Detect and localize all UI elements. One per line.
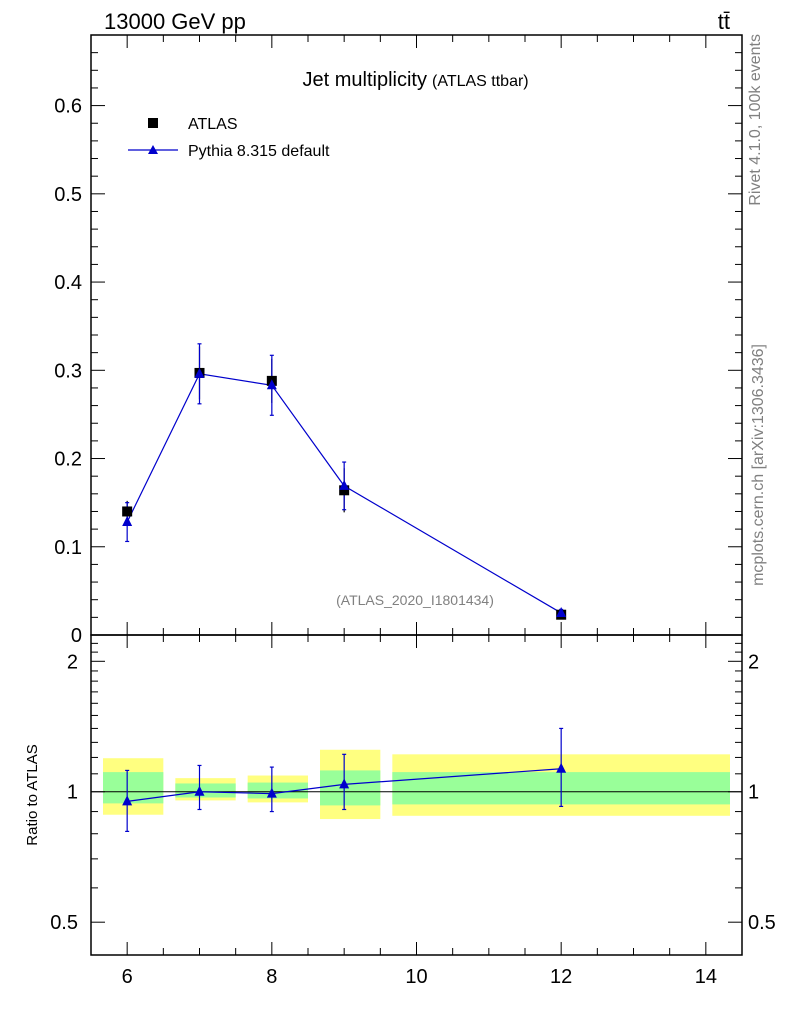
y-tick-label: 0.4 [54, 272, 82, 294]
rivet-label: Rivet 4.1.0, 100k events [747, 34, 764, 206]
y-tick-label: 0.6 [54, 96, 82, 118]
atlas-point [122, 506, 133, 517]
atlas-point [339, 485, 350, 496]
ratio-band-inner [175, 783, 236, 798]
ratio-band-inner [103, 772, 164, 804]
process-label: tt̄ [718, 9, 730, 34]
ratio-band-inner [247, 782, 308, 799]
legend-atlas-label: ATLAS [188, 116, 238, 133]
legend: ATLAS Pythia 8.315 default [128, 116, 330, 160]
x-tick-label: 8 [266, 966, 277, 988]
y-tick-label: 0.5 [54, 184, 82, 206]
x-tick-label: 10 [405, 966, 427, 988]
y-tick-label: 2 [67, 651, 78, 673]
energy-label: 13000 GeV pp [104, 9, 246, 34]
ratio-mc-point [556, 762, 567, 773]
y-tick-label: 1 [67, 782, 78, 804]
pythia-point [194, 367, 205, 378]
mcplots-label: mcplots.cern.ch [arXiv:1306.3436] [750, 344, 767, 586]
legend-pythia-label: Pythia 8.315 default [188, 143, 330, 160]
pythia-point [339, 479, 350, 490]
y-tick-label: 0.2 [54, 449, 82, 471]
ratio-band-inner [320, 770, 381, 806]
x-tick-label: 14 [695, 966, 717, 988]
y-tick-label: 0 [71, 625, 82, 647]
ratio-mc-point [122, 795, 133, 806]
legend-pythia-marker [148, 145, 158, 154]
ratio-mc-point [339, 778, 350, 789]
pythia-point [266, 379, 277, 390]
chart-subtitle: (ATLAS ttbar) [432, 73, 529, 90]
y-tick-label-right: 1 [748, 782, 759, 804]
analysis-watermark: (ATLAS_2020_I1801434) [336, 592, 494, 608]
ratio-y-label: Ratio to ATLAS [24, 744, 41, 845]
legend-atlas-marker [148, 118, 158, 128]
ratio-mc-point [194, 785, 205, 796]
y-tick-label: 0.3 [54, 360, 82, 382]
pythia-point [556, 606, 567, 617]
x-tick-label: 12 [550, 966, 572, 988]
ratio-panel: 6 8 10 12 140.5 0.51 12 2 Ratio to ATLAS [24, 634, 776, 988]
y-tick-label-right: 0.5 [748, 912, 776, 934]
y-tick-label-right: 2 [748, 651, 759, 673]
chart-title: Jet multiplicity [303, 69, 427, 91]
y-tick-label: 0.5 [50, 912, 78, 934]
main-panel: 0 0.1 0.2 0.3 0.4 0.5 0.6 Jet multiplicity (AT… [54, 34, 743, 647]
x-tick-label: 6 [122, 966, 133, 988]
pythia-point [122, 516, 133, 527]
y-tick-label: 0.1 [54, 537, 82, 559]
ratio-mc-point [266, 787, 277, 798]
